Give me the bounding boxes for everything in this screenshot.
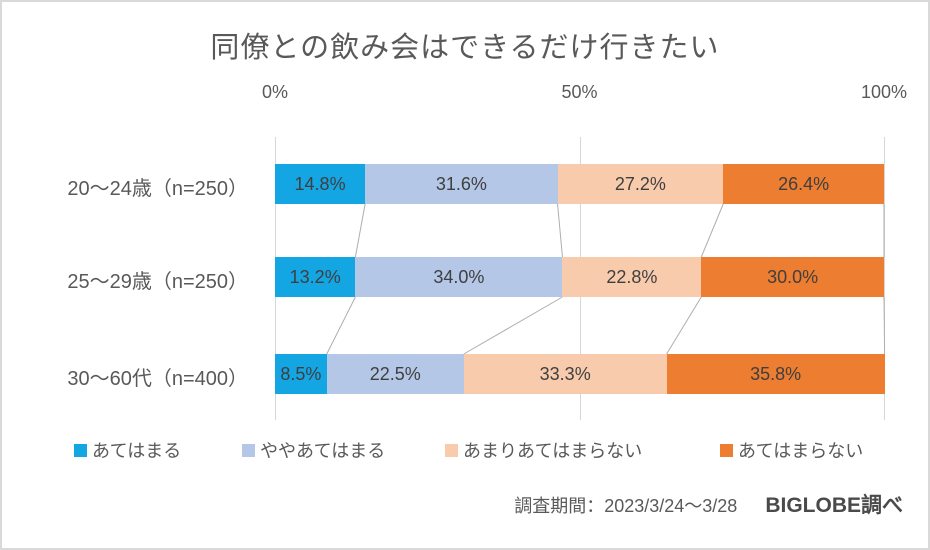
segment-0-0: 14.8% xyxy=(275,164,366,204)
category-label-2: 30〜60代（n=400） xyxy=(67,368,248,390)
segment-2-1: 22.5% xyxy=(326,354,464,394)
segment-2-2: 33.3% xyxy=(463,354,667,394)
stacked-bar-0: 14.8% 31.6% 27.2% 26.4% xyxy=(275,164,884,204)
connector-0-2 xyxy=(700,203,724,258)
connector-0-1 xyxy=(557,203,563,258)
segment-0-2: 27.2% xyxy=(557,164,724,204)
footer: 調査期間：2023/3/24〜3/28 BIGLOBE調べ xyxy=(514,489,903,519)
legend-item-2: あまりあてはまらない xyxy=(445,438,642,462)
segment-value-1-0: 13.2% xyxy=(289,266,341,287)
segment-2-0: 8.5% xyxy=(275,354,327,394)
connector-1-1 xyxy=(463,296,563,355)
stacked-bar-1: 13.2% 34.0% 22.8% 30.0% xyxy=(275,257,884,297)
segment-1-0: 13.2% xyxy=(275,257,356,297)
segment-value-2-2: 33.3% xyxy=(539,363,591,384)
segment-2-3: 35.8% xyxy=(666,354,885,394)
legend-swatch-1 xyxy=(242,443,255,457)
survey-period-text: 調査期間：2023/3/24〜3/28 xyxy=(514,496,738,516)
legend-swatch-2 xyxy=(445,443,458,457)
legend-label-2: あまりあてはまらない xyxy=(463,441,643,461)
segment-value-1-2: 22.8% xyxy=(606,266,658,287)
legend-item-3: あてはまらない xyxy=(720,438,863,462)
x-axis-tick-100: 100% xyxy=(860,82,908,102)
segment-1-2: 22.8% xyxy=(562,257,702,297)
segment-value-0-1: 31.6% xyxy=(435,173,487,194)
x-axis-tick-0: 0% xyxy=(261,82,288,102)
segment-value-0-0: 14.8% xyxy=(294,173,346,194)
x-axis-tick-50: 50% xyxy=(561,82,598,102)
legend-swatch-3 xyxy=(720,443,733,457)
category-label-0: 20〜24歳（n=250） xyxy=(67,178,248,200)
gridline-100% xyxy=(884,137,885,420)
legend: あてはまる ややあてはまる あまりあてはまらない あてはまらない xyxy=(2,438,928,464)
legend-label-3: あてはまらない xyxy=(738,441,864,461)
legend-swatch-0 xyxy=(74,443,87,457)
segment-0-1: 31.6% xyxy=(365,164,558,204)
legend-label-0: あてはまる xyxy=(92,441,182,461)
legend-label-1: ややあてはまる xyxy=(260,441,386,461)
segment-value-2-1: 22.5% xyxy=(369,363,421,384)
segment-value-0-2: 27.2% xyxy=(614,173,666,194)
segment-value-1-1: 34.0% xyxy=(433,266,485,287)
segment-value-1-3: 30.0% xyxy=(767,266,819,287)
legend-item-1: ややあてはまる xyxy=(242,438,385,462)
segment-0-3: 26.4% xyxy=(723,164,884,204)
category-label-1: 25〜29歳（n=250） xyxy=(67,271,248,293)
legend-item-0: あてはまる xyxy=(74,438,181,462)
segment-1-3: 30.0% xyxy=(701,257,884,297)
chart-title: 同僚との飲み会はできるだけ行きたい xyxy=(210,32,720,64)
segment-1-1: 34.0% xyxy=(355,257,563,297)
segment-value-0-3: 26.4% xyxy=(778,173,830,194)
segment-value-2-0: 8.5% xyxy=(280,363,322,384)
stacked-bar-2: 8.5% 22.5% 33.3% 35.8% xyxy=(275,354,885,394)
source-credit-text: BIGLOBE調べ xyxy=(765,494,903,517)
connector-1-0 xyxy=(326,296,356,355)
connector-0-0 xyxy=(354,203,366,258)
connector-1-2 xyxy=(666,296,702,355)
segment-value-2-3: 35.8% xyxy=(750,363,802,384)
